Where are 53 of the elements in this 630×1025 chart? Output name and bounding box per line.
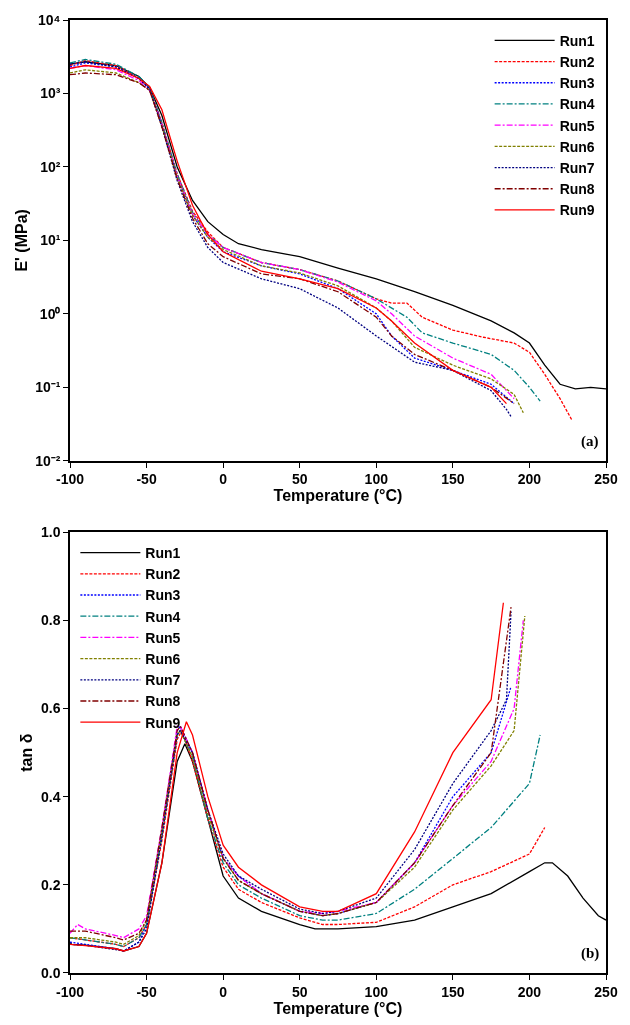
annotation: (b) <box>581 945 600 962</box>
x-tick-label: 100 <box>364 471 389 488</box>
x-tick-label: 100 <box>364 983 389 1000</box>
y-tick-label: 10² <box>40 158 61 175</box>
y-tick-label: 0.8 <box>40 612 61 629</box>
x-axis-title: Temperature (°C) <box>273 487 403 505</box>
annotation: (a) <box>581 433 599 450</box>
x-tick-label: 200 <box>517 471 542 488</box>
legend-label: Run6 <box>559 138 595 155</box>
legend-label: Run1 <box>559 32 595 49</box>
y-tick-label: 0.0 <box>40 964 61 981</box>
x-tick-label: -50 <box>136 983 157 1000</box>
y-tick-label: 1.0 <box>40 524 61 541</box>
legend-label: Run4 <box>145 608 181 625</box>
y-axis-title: tan δ <box>18 733 36 772</box>
x-tick-label: -100 <box>55 471 85 488</box>
y-tick-label: 10⁻¹ <box>35 379 61 396</box>
legend-label: Run4 <box>559 96 595 113</box>
legend-label: Run7 <box>559 160 595 177</box>
legend-label: Run9 <box>559 202 595 219</box>
legend-label: Run1 <box>145 545 181 562</box>
y-tick-label: 10⁻² <box>35 452 61 469</box>
legend-label: Run2 <box>145 566 181 583</box>
x-tick-label: 50 <box>291 471 308 488</box>
y-tick-label: 0.2 <box>40 876 61 893</box>
y-tick-label: 10³ <box>40 85 61 102</box>
x-tick-label: -50 <box>136 471 157 488</box>
x-tick-label: 150 <box>441 471 465 488</box>
x-tick-label: -100 <box>55 983 85 1000</box>
x-tick-label: 150 <box>441 983 465 1000</box>
legend-label: Run9 <box>145 714 181 731</box>
y-tick-label: 10¹ <box>40 232 61 249</box>
x-tick-label: 200 <box>517 983 542 1000</box>
legend-label: Run5 <box>559 117 595 134</box>
y-tick-label: 10⁴ <box>37 11 61 28</box>
x-tick-label: 0 <box>219 983 228 1000</box>
y-tick-label: 0.4 <box>40 788 61 805</box>
legend-label: Run2 <box>559 54 595 71</box>
legend-label: Run7 <box>145 672 181 689</box>
legend-label: Run6 <box>145 651 181 668</box>
x-tick-label: 0 <box>219 471 228 488</box>
legend-label: Run3 <box>559 75 595 92</box>
legend-label: Run8 <box>145 693 181 710</box>
y-tick-label: 0.6 <box>40 700 61 717</box>
legend-label: Run3 <box>145 587 181 604</box>
legend-label: Run5 <box>145 629 181 646</box>
y-axis-title: E' (MPa) <box>12 209 30 272</box>
x-tick-label: 250 <box>594 471 618 488</box>
x-tick-label: 250 <box>594 983 618 1000</box>
legend-label: Run8 <box>559 181 595 198</box>
y-tick-label: 10⁰ <box>39 305 61 322</box>
x-tick-label: 50 <box>291 983 308 1000</box>
x-axis-title: Temperature (°C) <box>273 999 403 1017</box>
